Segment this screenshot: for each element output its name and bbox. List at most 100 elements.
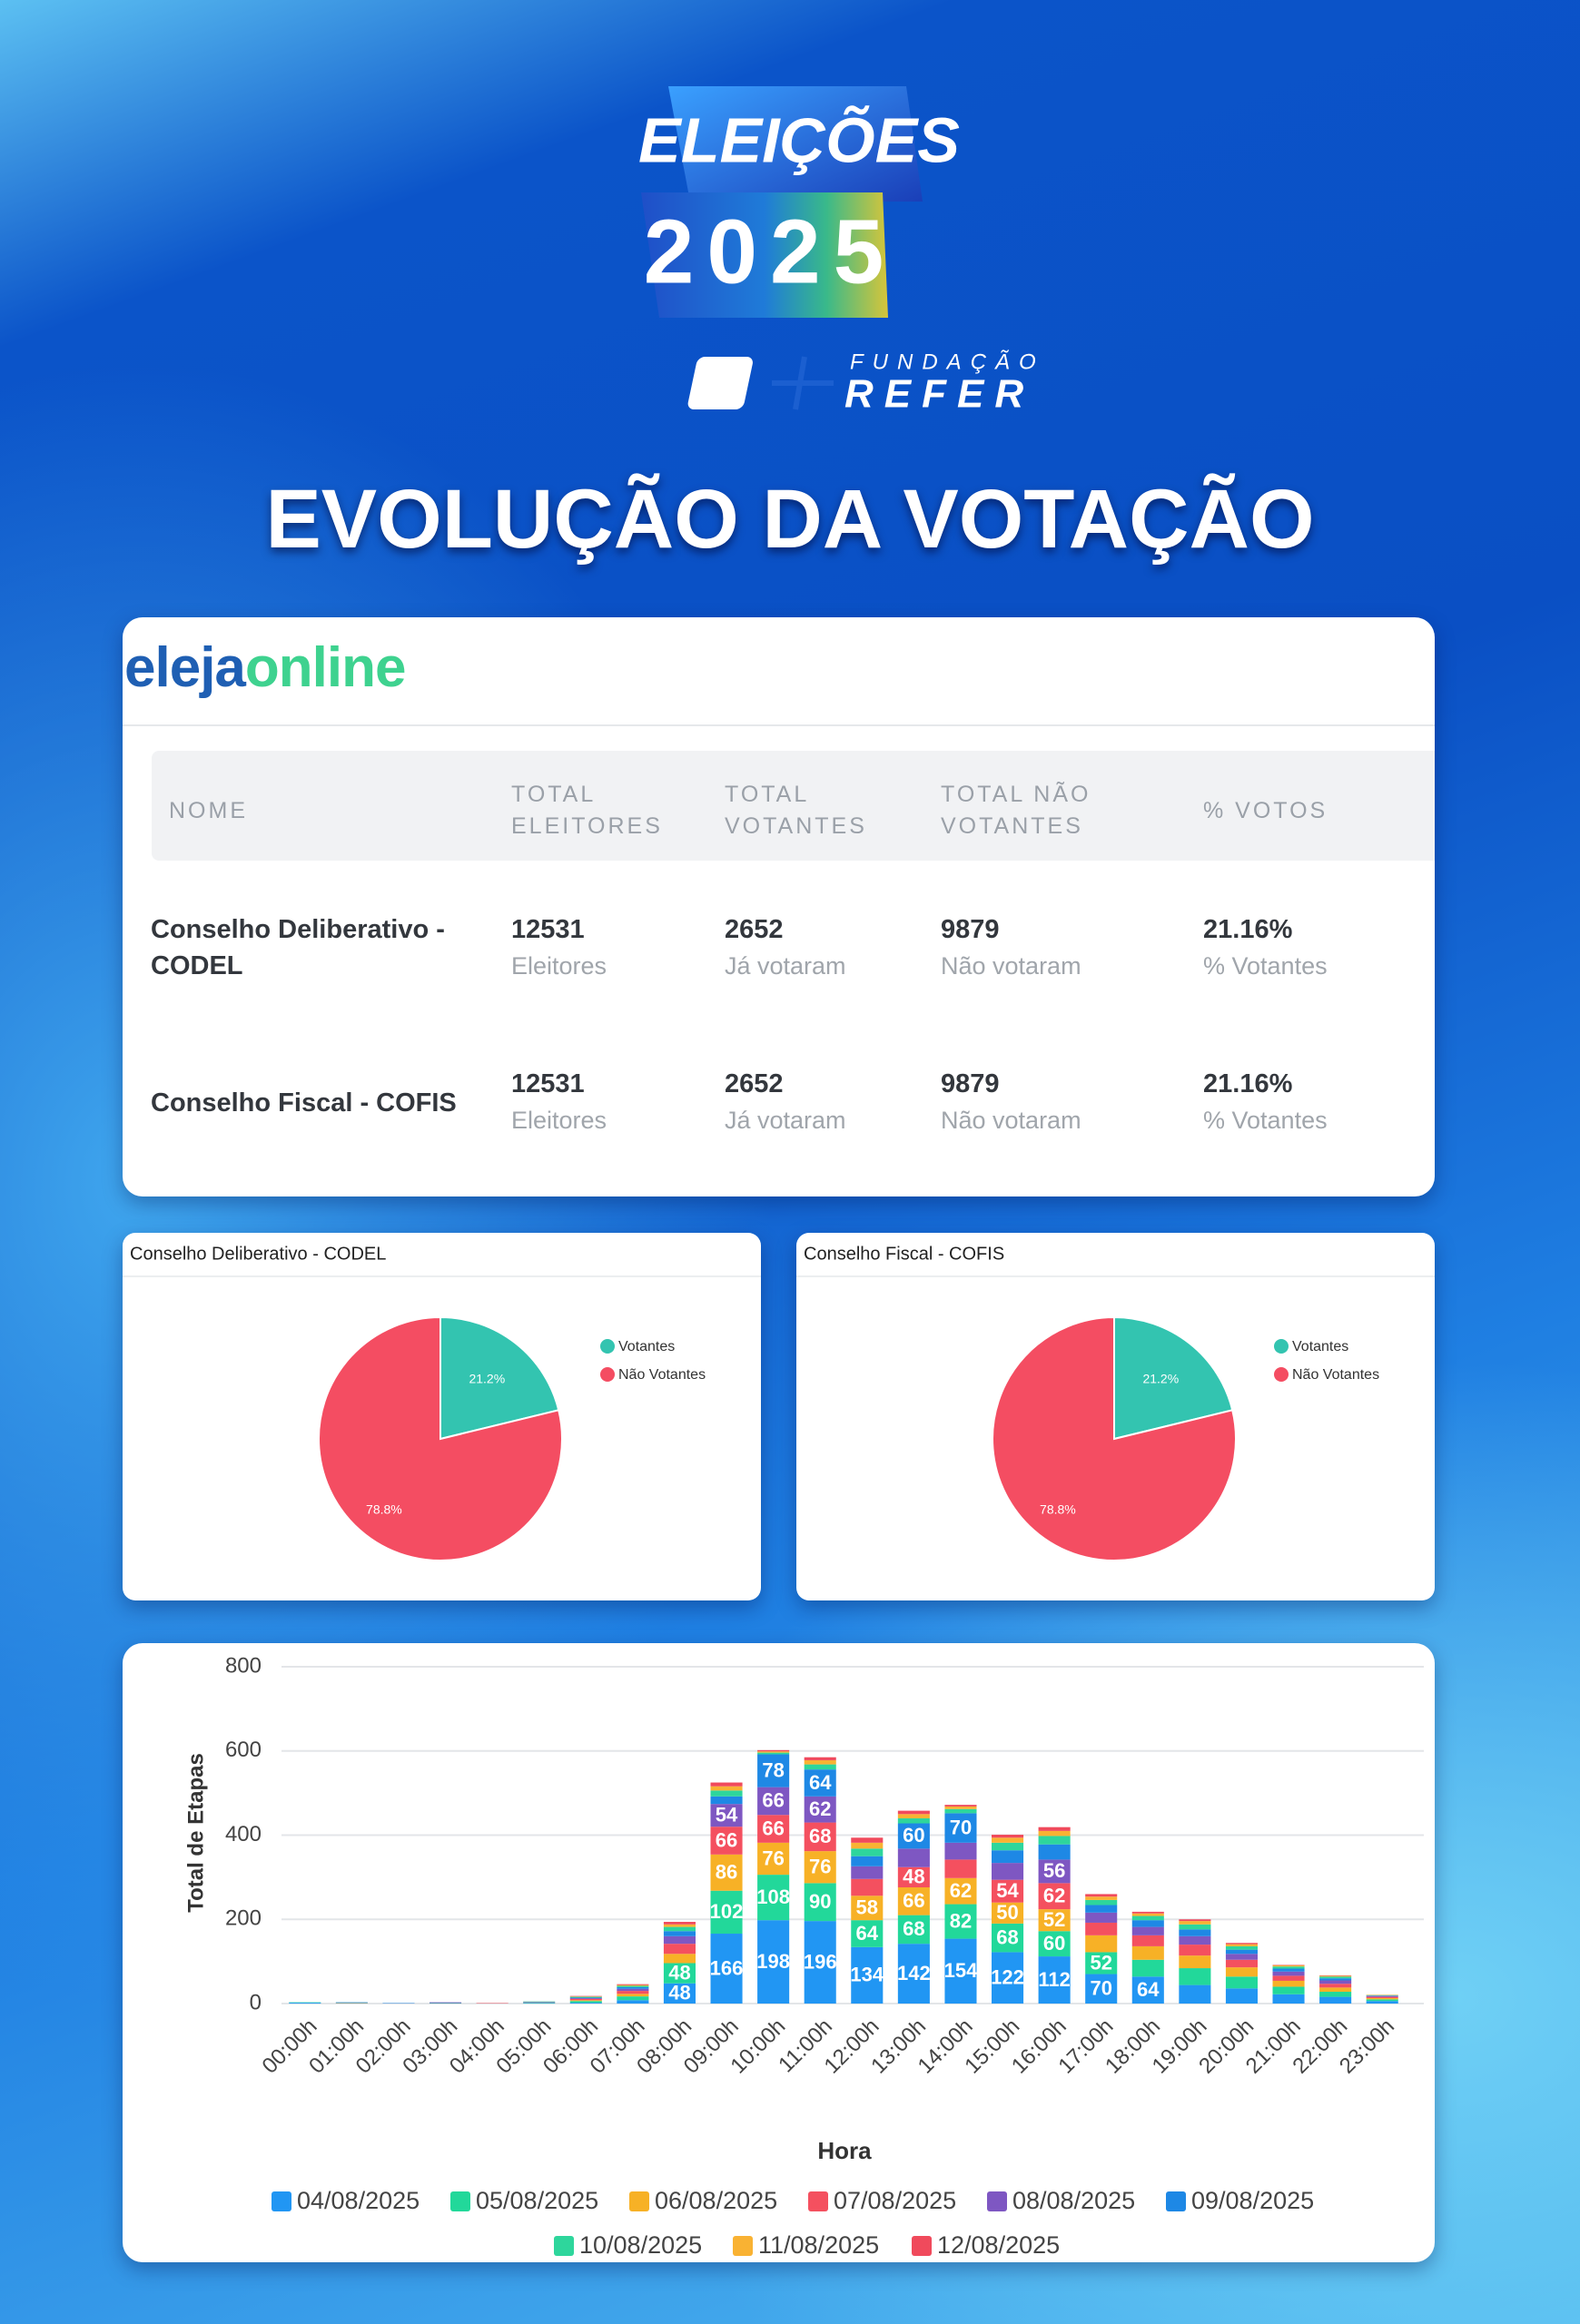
data-label: 78 <box>762 1758 784 1781</box>
bar-segment <box>663 1922 696 1925</box>
cell-value: 9879 <box>941 915 1000 944</box>
legend-label: 11/08/2025 <box>758 2231 879 2259</box>
bar-segment <box>1179 1929 1211 1936</box>
bar-segment <box>804 1759 836 1765</box>
bar-segment <box>851 1842 884 1849</box>
legend-dot <box>1274 1367 1289 1382</box>
y-tick-label: 200 <box>225 1906 262 1931</box>
legend-label: 04/08/2025 <box>297 2187 420 2214</box>
bar-segment <box>897 1866 930 1888</box>
bar-segment <box>1038 1931 1071 1957</box>
bar-segment <box>1179 1945 1211 1956</box>
bar-segment <box>1179 1984 1211 2004</box>
refer-icon <box>687 356 834 410</box>
cell-sub: Eleitores <box>511 952 607 980</box>
bar-segment <box>1179 1919 1211 1922</box>
bar-segment <box>992 1842 1024 1851</box>
slice-label: 21.2% <box>469 1371 505 1385</box>
bar-segment <box>617 1996 649 2001</box>
bar-segment <box>1366 1996 1398 1998</box>
bar-segment <box>1085 1899 1118 1905</box>
data-label: 68 <box>809 1825 831 1847</box>
data-label: 196 <box>804 1950 837 1973</box>
bar-segment <box>1225 1954 1258 1960</box>
bar-segment <box>992 1835 1024 1838</box>
data-label: 52 <box>1090 1951 1111 1974</box>
bar-segment <box>1038 1844 1071 1860</box>
bar-segment <box>1272 1975 1305 1981</box>
bar-segment <box>663 1954 696 1964</box>
bar-segment <box>569 1996 602 1998</box>
cell-value: 2652 <box>725 1069 784 1098</box>
bar-segment <box>1131 1926 1164 1935</box>
data-label: 48 <box>903 1866 924 1888</box>
pie-slice <box>1113 1315 1234 1441</box>
data-label: 66 <box>762 1789 784 1812</box>
legend-label: 12/08/2025 <box>937 2231 1060 2259</box>
bar-segment <box>1319 1978 1352 1981</box>
bar-segment <box>757 1752 790 1755</box>
bar-segment <box>992 1952 1024 2004</box>
bar-segment <box>804 1851 836 1884</box>
bar-segment <box>851 1856 884 1866</box>
bar-segment <box>897 1814 930 1818</box>
cell-sub: Não votaram <box>941 1107 1081 1134</box>
bar-segment <box>851 1866 884 1879</box>
data-label: 64 <box>856 1922 879 1945</box>
data-label: 70 <box>1090 1977 1111 2000</box>
legend-swatch <box>272 2191 291 2211</box>
bar-segment <box>1131 1913 1164 1916</box>
icon-stroke <box>793 356 807 410</box>
bar-segment <box>663 1935 696 1945</box>
legend-swatch <box>450 2191 470 2211</box>
data-label: 62 <box>1043 1885 1065 1907</box>
bar-segment <box>804 1757 836 1760</box>
bar-segment <box>804 1796 836 1823</box>
data-label: 60 <box>1043 1932 1065 1955</box>
data-label: 60 <box>903 1824 924 1846</box>
cell-sub: Já votaram <box>725 952 846 980</box>
bar-segment <box>1225 1943 1258 1945</box>
bar-segment <box>710 1790 743 1797</box>
data-label: 62 <box>950 1879 972 1902</box>
bar-segment <box>663 1983 696 2004</box>
bar-segment <box>1131 1959 1164 1977</box>
bar-segment <box>663 1924 696 1927</box>
bar-segment <box>1366 2001 1398 2004</box>
slice-label: 78.8% <box>366 1502 402 1517</box>
pie-card: Conselho Fiscal - COFIS 21.2% Votantes 78.8… <box>796 1233 1435 1600</box>
data-label: 122 <box>991 1966 1024 1989</box>
data-label: 76 <box>762 1846 784 1869</box>
data-label: 70 <box>950 1816 972 1838</box>
legend-swatch <box>554 2236 574 2256</box>
bar-segment <box>710 1890 743 1935</box>
cell-value: 21.16% <box>1203 915 1293 944</box>
bar-card: 0 200 400 600 800 Total de Etapas Hora 00:00h 01… <box>123 1643 1435 2262</box>
bar-segment <box>757 1787 790 1816</box>
bar-segment <box>944 1813 977 1843</box>
legend-label: Votantes <box>1292 1339 1348 1354</box>
bar-segment <box>1319 1987 1352 1993</box>
bar-segment <box>1085 1905 1118 1913</box>
chart-title: Conselho Fiscal - COFIS <box>804 1244 1004 1264</box>
pie-slice <box>318 1315 563 1561</box>
data-label: 112 <box>1038 1968 1071 1991</box>
data-label: 198 <box>756 1950 790 1973</box>
bar-segment <box>1038 1859 1071 1884</box>
cell-value: 12531 <box>511 915 585 944</box>
y-tick-label: 800 <box>225 1653 262 1678</box>
pie-slice <box>439 1315 560 1441</box>
bar-segment <box>663 1944 696 1955</box>
bar-segment <box>1179 1955 1211 1969</box>
column-header: % VOTOS <box>1203 798 1328 823</box>
bar-segment <box>710 1796 743 1805</box>
bar-segment <box>710 1934 743 2004</box>
bar-segment <box>1225 1945 1258 1950</box>
column-header: TOTAL NÃO VOTANTES <box>941 782 1091 839</box>
legend-swatch <box>808 2191 828 2211</box>
cell-value: 2652 <box>725 915 784 944</box>
bar-segment <box>992 1863 1024 1880</box>
bar-segment <box>992 1923 1024 1953</box>
